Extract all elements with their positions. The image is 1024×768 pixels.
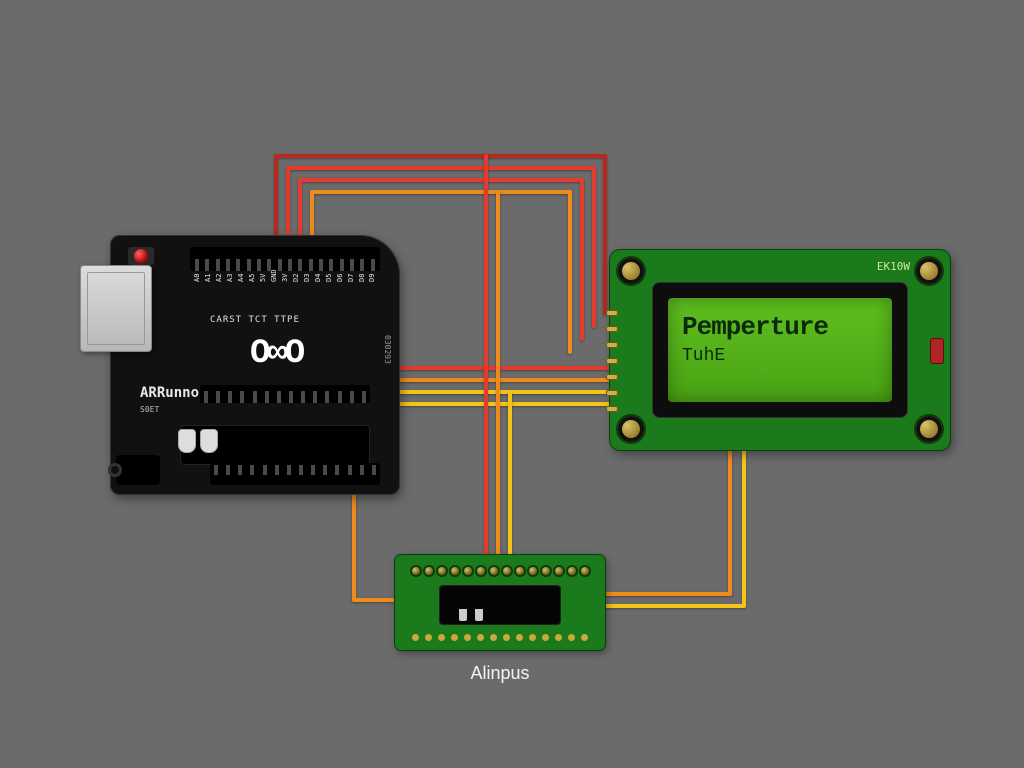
sensor-header-top — [409, 561, 591, 581]
lcd-switch — [930, 338, 944, 364]
wire-ard-bottom-to-sensor — [354, 493, 395, 600]
arduino-header-top — [190, 247, 380, 271]
arduino-board: A0A1A2A3A4A55VGND3VD2D3D4D5D6D7D8D9 CARS… — [80, 235, 400, 495]
arduino-serial-text: 030293 — [383, 335, 392, 364]
sensor-module: Alinpus — [395, 555, 605, 650]
capacitor-icon — [178, 429, 196, 453]
capacitor-icon — [200, 429, 218, 453]
arduino-name-label: ARRunno — [140, 385, 199, 401]
power-jack — [116, 455, 160, 485]
lcd-screen: Pemperture TuhE — [668, 298, 892, 402]
chip-leg-icon — [459, 609, 467, 621]
screw-icon — [916, 258, 942, 284]
lcd-module: EK10W Pemperture TuhE — [610, 250, 950, 450]
arduino-pin-labels: A0A1A2A3A4A55VGND3VD2D3D4D5D6D7D8D9 — [192, 273, 378, 281]
usb-connector — [80, 265, 152, 352]
reset-button — [128, 247, 154, 265]
screw-icon — [618, 416, 644, 442]
arduino-logo-icon: O∞O — [250, 335, 302, 373]
chip-leg-icon — [475, 609, 483, 621]
screw-icon — [618, 258, 644, 284]
lcd-pin-pads — [606, 310, 618, 412]
arduino-row-text: CARST TCT TTPE — [210, 315, 300, 325]
wire-sensor-to-lcd-2 — [602, 450, 744, 606]
wire-sensor-to-lcd-1 — [602, 450, 730, 594]
diagram-canvas: A0A1A2A3A4A55VGND3VD2D3D4D5D6D7D8D9 CARS… — [0, 0, 1024, 768]
arduino-header-bottom — [210, 463, 380, 485]
lcd-top-label: EK10W — [877, 260, 910, 273]
arduino-inner-header — [200, 385, 370, 403]
lcd-line-2: TuhE — [682, 346, 878, 366]
arduino-sub-label: S0ET — [140, 405, 159, 414]
screw-icon — [916, 416, 942, 442]
sensor-chip — [439, 585, 561, 625]
lcd-line-1: Pemperture — [682, 312, 878, 342]
sensor-pads-bottom — [409, 630, 591, 644]
sensor-label: Alinpus — [395, 663, 605, 684]
